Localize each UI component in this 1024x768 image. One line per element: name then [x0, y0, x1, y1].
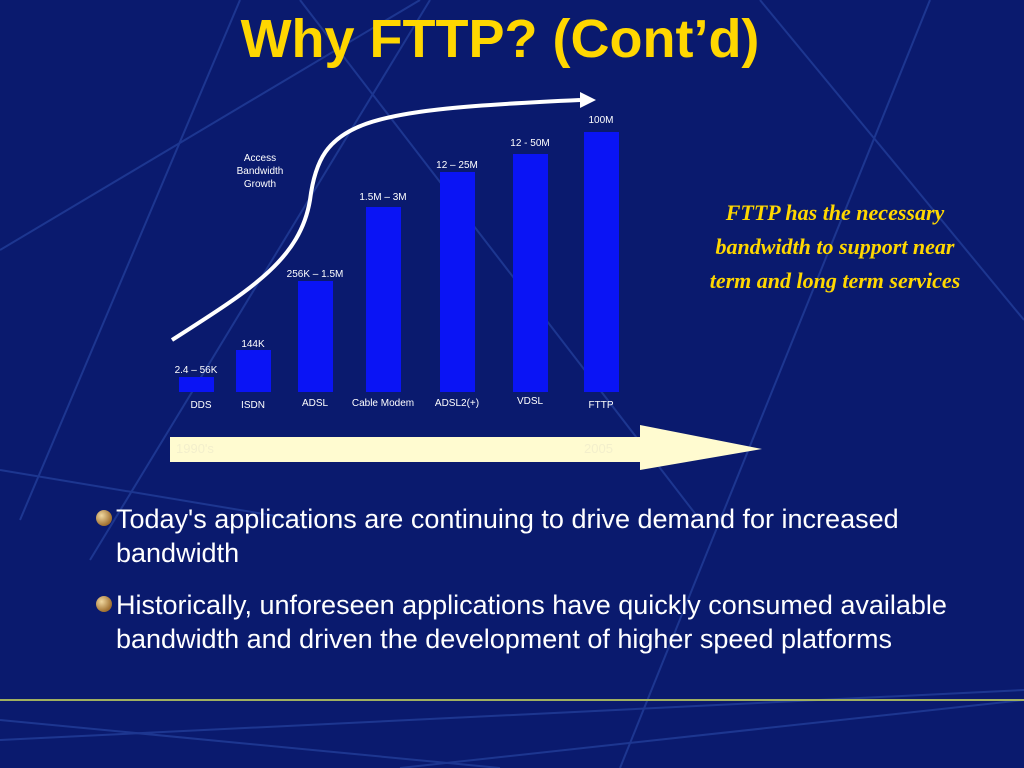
bar-label: 12 - 50M: [510, 138, 550, 149]
bullet-icon: [96, 596, 112, 612]
category-label: ADSL2(+): [434, 398, 480, 409]
bullet-text: Today's applications are continuing to d…: [116, 504, 899, 568]
bar-label: 1.5M – 3M: [359, 192, 407, 203]
timeline-end: 2005: [584, 441, 613, 456]
bar-label: 2.4 – 56K: [174, 365, 218, 376]
bullet: Today's applications are continuing to d…: [96, 502, 976, 570]
category-label: DDS: [190, 400, 212, 411]
bar: [236, 350, 271, 392]
bar: [298, 281, 333, 392]
bar-label: 256K – 1.5M: [286, 269, 344, 280]
category-label: ADSL: [301, 398, 329, 409]
bullet-icon: [96, 510, 112, 526]
bar-label: 12 – 25M: [436, 160, 478, 171]
bullet-text: Historically, unforeseen applications ha…: [116, 590, 947, 654]
category-label: VDSL: [516, 396, 544, 407]
callout: FTTP has the necessary bandwidth to supp…: [709, 200, 961, 293]
category-label: ISDN: [241, 400, 265, 411]
bar: [584, 132, 619, 392]
title: Why FTTP? (Cont’d): [240, 9, 760, 69]
bar-label: 144K: [241, 339, 265, 350]
category-label: Cable Modem: [351, 398, 415, 409]
bar: [513, 154, 548, 392]
bar: [440, 172, 475, 392]
timeline-start: 1990's: [176, 441, 214, 456]
category-label: FTTP: [588, 400, 614, 411]
bullet: Historically, unforeseen applications ha…: [96, 588, 976, 656]
bar-label: 100M: [588, 115, 614, 126]
bar: [179, 377, 214, 392]
bar: [366, 207, 401, 392]
curve-label: Access Bandwidth Growth: [236, 153, 284, 190]
